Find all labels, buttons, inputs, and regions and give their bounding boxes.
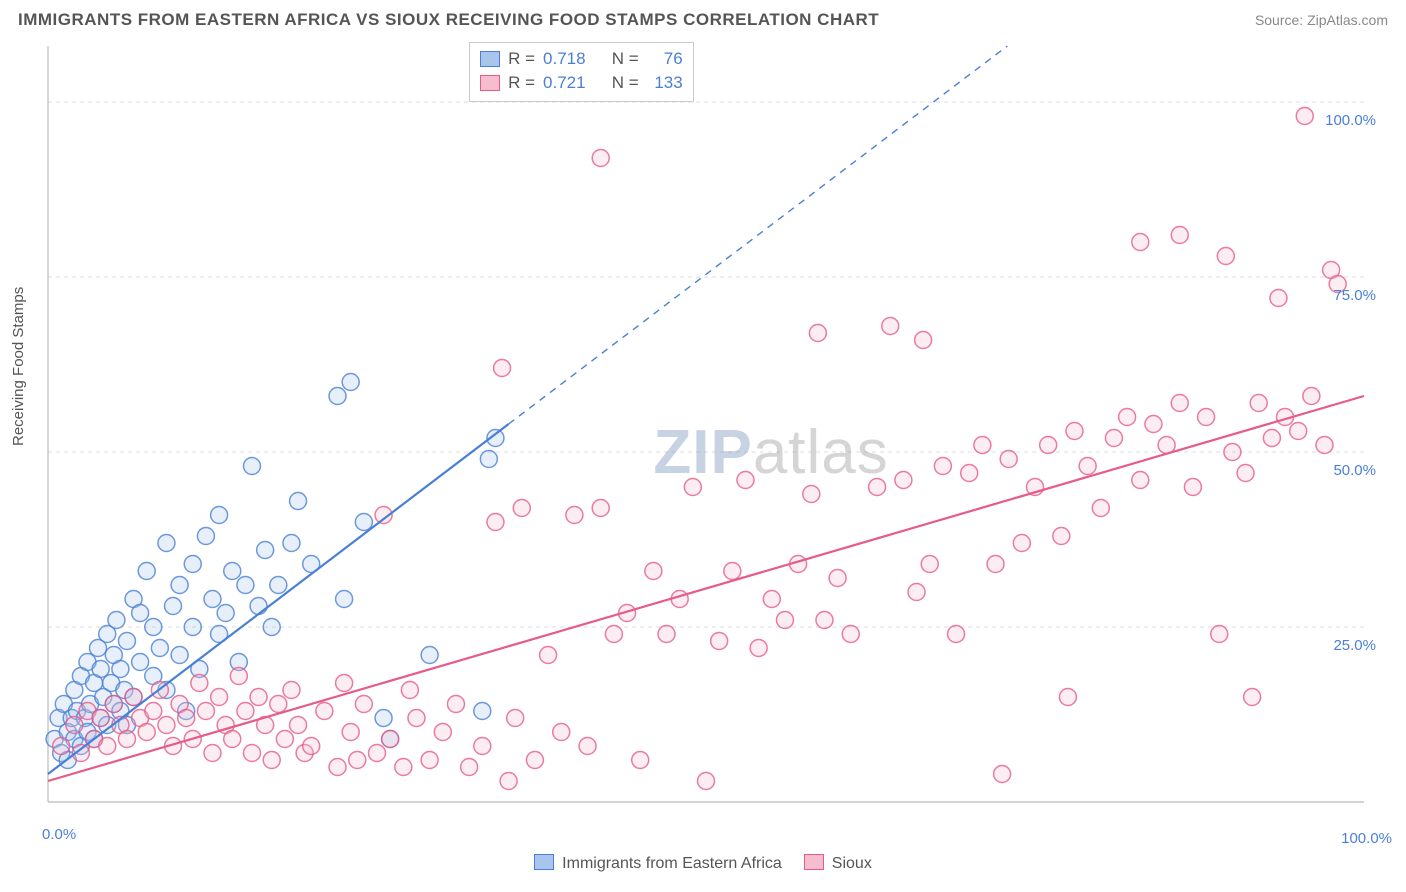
legend-r-label: R = — [508, 47, 535, 71]
legend-row: R = 0.718 N = 76 — [480, 47, 683, 71]
y-tick-label: 75.0% — [1333, 287, 1376, 304]
x-tick-max: 100.0% — [1341, 830, 1392, 847]
y-tick-label: 100.0% — [1325, 112, 1376, 129]
x-tick-labels: 0.0% — [48, 826, 1358, 850]
legend-n-label: N = — [607, 71, 639, 95]
y-axis-label: Receiving Food Stamps — [10, 287, 27, 446]
legend-swatch — [534, 854, 554, 870]
legend-r-value: 0.721 — [543, 71, 599, 95]
legend-n-label: N = — [607, 47, 639, 71]
legend-swatch — [480, 51, 500, 67]
legend-r-label: R = — [508, 71, 535, 95]
y-tick-label: 50.0% — [1333, 462, 1376, 479]
series-legend: Immigrants from Eastern Africa Sioux — [0, 854, 1406, 873]
source-attribution: Source: ZipAtlas.com — [1255, 12, 1388, 28]
x-tick-min: 0.0% — [42, 826, 76, 843]
chart-area: Receiving Food Stamps 25.0% 50.0% 75.0% 100… — [12, 36, 1394, 826]
scatter-chart — [12, 36, 1394, 826]
y-tick-label: 25.0% — [1333, 637, 1376, 654]
legend-label: Sioux — [832, 855, 872, 872]
legend-n-value: 133 — [647, 71, 683, 95]
legend-swatch — [480, 75, 500, 91]
legend-row: R = 0.721 N = 133 — [480, 71, 683, 95]
correlation-legend: R = 0.718 N = 76 R = 0.721 N = 133 — [469, 42, 694, 102]
legend-label: Immigrants from Eastern Africa — [562, 855, 782, 872]
chart-title: IMMIGRANTS FROM EASTERN AFRICA VS SIOUX … — [18, 10, 879, 30]
chart-header: IMMIGRANTS FROM EASTERN AFRICA VS SIOUX … — [0, 0, 1406, 36]
legend-item: Immigrants from Eastern Africa — [534, 854, 782, 873]
legend-item: Sioux — [804, 854, 872, 873]
legend-n-value: 76 — [647, 47, 683, 71]
legend-swatch — [804, 854, 824, 870]
legend-r-value: 0.718 — [543, 47, 599, 71]
